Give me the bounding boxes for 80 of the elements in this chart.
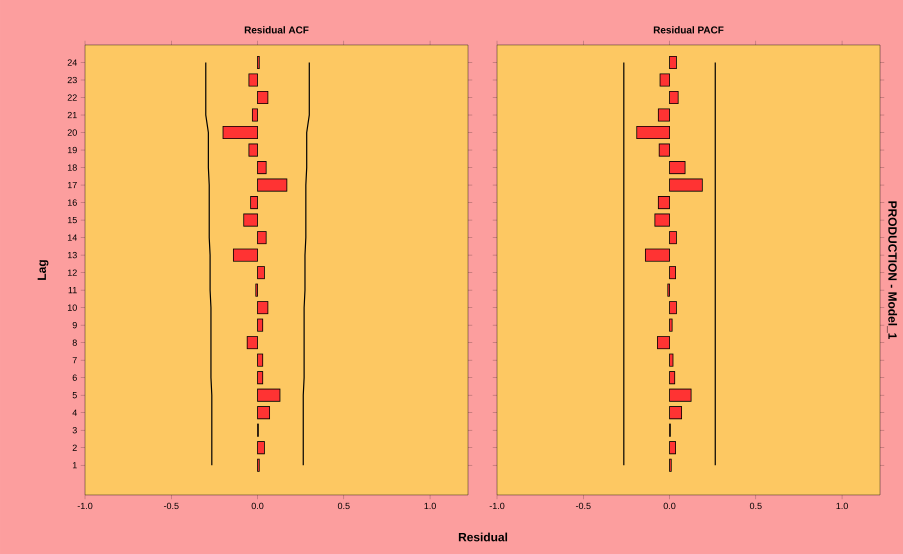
bar <box>257 406 270 420</box>
y-tick-label: 19 <box>68 146 77 154</box>
bar <box>669 161 686 174</box>
bar <box>669 318 673 332</box>
x-tick-label: -0.5 <box>164 502 179 510</box>
bar <box>222 126 258 140</box>
x-tick-label: 1.0 <box>424 502 436 510</box>
y-tick-label: 18 <box>68 164 77 171</box>
x-tick-label: 0.5 <box>338 502 350 510</box>
y-tick-label: 4 <box>72 410 77 416</box>
y-tick-label: 15 <box>68 216 77 224</box>
bar <box>243 214 258 227</box>
bar <box>669 90 679 104</box>
y-tick-label: 24 <box>68 59 77 66</box>
bar <box>257 371 264 384</box>
bar <box>248 73 258 87</box>
bar <box>257 178 288 192</box>
bar <box>657 336 670 350</box>
y-tick-label: 1 <box>72 462 77 468</box>
x-axis-title: Residual <box>458 532 508 542</box>
bar <box>658 196 670 210</box>
bar <box>669 371 676 384</box>
bar <box>660 73 670 87</box>
bar <box>669 178 703 192</box>
y-tick-label: 12 <box>68 269 77 276</box>
y-tick-label: 20 <box>68 129 77 136</box>
bar <box>658 108 670 122</box>
bar <box>669 441 676 454</box>
bar <box>232 248 258 262</box>
y-tick-label: 8 <box>72 339 77 346</box>
x-tick-label: 0.5 <box>750 502 762 510</box>
y-tick-label: 11 <box>68 287 77 294</box>
bar <box>658 144 670 157</box>
y-tick-label: 7 <box>72 357 77 364</box>
bar <box>257 441 265 454</box>
bar <box>669 231 677 244</box>
bar <box>644 248 670 262</box>
y-axis-title: Lag <box>38 260 48 280</box>
y-tick-label: 2 <box>72 444 77 451</box>
y2-axis-title: PRODUCTION - Model_1 <box>886 201 898 340</box>
bar <box>636 126 670 140</box>
bar <box>252 108 258 122</box>
y-tick-label: 22 <box>68 94 77 101</box>
bar <box>257 90 268 104</box>
bar <box>246 336 258 350</box>
bar <box>654 214 670 227</box>
bar <box>669 406 682 420</box>
bar <box>257 231 267 244</box>
y-tick-label: 5 <box>72 392 77 398</box>
y-tick-label: 3 <box>72 427 77 434</box>
x-tick-label: 1.0 <box>836 502 848 510</box>
bar <box>669 388 692 402</box>
bar <box>669 301 677 314</box>
bar <box>250 196 258 210</box>
y-tick-label: 9 <box>72 322 77 328</box>
bar <box>257 388 280 402</box>
bar <box>669 266 676 280</box>
bar <box>669 56 677 70</box>
bar <box>669 354 674 367</box>
y-tick-label: 14 <box>68 234 77 241</box>
y-tick-label: 13 <box>68 252 77 258</box>
bar <box>257 161 267 174</box>
y-tick-label: 21 <box>68 112 77 118</box>
bar <box>248 144 258 157</box>
bar <box>257 354 264 367</box>
x-tick-label: -1.0 <box>78 502 92 510</box>
y-tick-label: 23 <box>68 76 77 84</box>
chart-title: Residual PACF <box>654 26 724 34</box>
bar <box>257 301 268 314</box>
y-tick-label: 6 <box>72 374 77 381</box>
y-tick-label: 10 <box>68 304 77 311</box>
y-tick-label: 16 <box>68 199 77 206</box>
x-tick-label: -0.5 <box>576 502 591 510</box>
y-tick-label: 17 <box>68 182 77 188</box>
bar <box>257 266 265 280</box>
bar <box>257 318 264 332</box>
chart-title: Residual ACF <box>244 26 309 34</box>
x-tick-label: 0.0 <box>252 502 264 510</box>
x-tick-label: -1.0 <box>490 502 504 510</box>
x-tick-label: 0.0 <box>664 502 676 510</box>
